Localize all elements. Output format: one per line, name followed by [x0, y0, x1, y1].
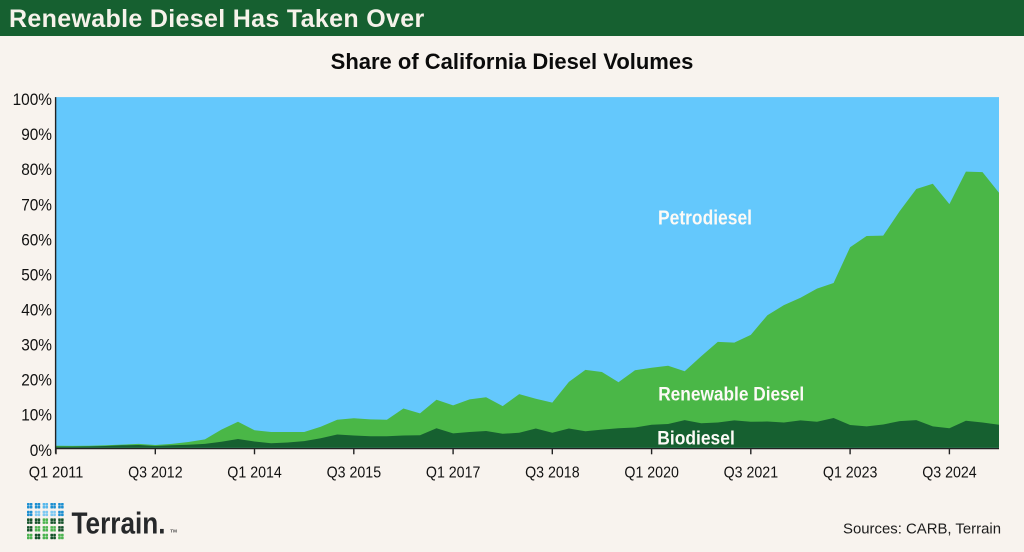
svg-text:Q3 2018: Q3 2018: [525, 465, 580, 482]
svg-text:50%: 50%: [21, 266, 52, 285]
svg-text:Q1 2014: Q1 2014: [227, 465, 282, 482]
svg-text:Q3 2021: Q3 2021: [724, 465, 779, 482]
svg-text:Q1 2017: Q1 2017: [426, 465, 481, 482]
svg-text:TM: TM: [170, 529, 177, 534]
svg-text:Sources: CARB, Terrain: Sources: CARB, Terrain: [843, 521, 1001, 538]
svg-text:80%: 80%: [21, 160, 52, 179]
svg-text:70%: 70%: [21, 195, 52, 214]
svg-text:10%: 10%: [21, 406, 52, 425]
svg-text:30%: 30%: [21, 336, 52, 355]
svg-text:0%: 0%: [30, 441, 52, 460]
svg-text:100%: 100%: [13, 90, 52, 109]
svg-text:Q3 2015: Q3 2015: [327, 465, 382, 482]
svg-text:Renewable Diesel: Renewable Diesel: [658, 384, 804, 406]
svg-text:Q3 2012: Q3 2012: [128, 465, 183, 482]
svg-text:Biodiesel: Biodiesel: [657, 428, 735, 450]
svg-text:Petrodiesel: Petrodiesel: [658, 207, 752, 229]
svg-text:Q1 2023: Q1 2023: [823, 465, 878, 482]
svg-text:Q3 2024: Q3 2024: [922, 465, 977, 482]
svg-text:Q1 2020: Q1 2020: [624, 465, 679, 482]
svg-text:60%: 60%: [21, 230, 52, 249]
svg-text:Terrain.: Terrain.: [72, 506, 166, 541]
svg-text:40%: 40%: [21, 301, 52, 320]
svg-text:90%: 90%: [21, 125, 52, 144]
svg-text:20%: 20%: [21, 371, 52, 390]
svg-text:Q1 2011: Q1 2011: [29, 465, 84, 482]
